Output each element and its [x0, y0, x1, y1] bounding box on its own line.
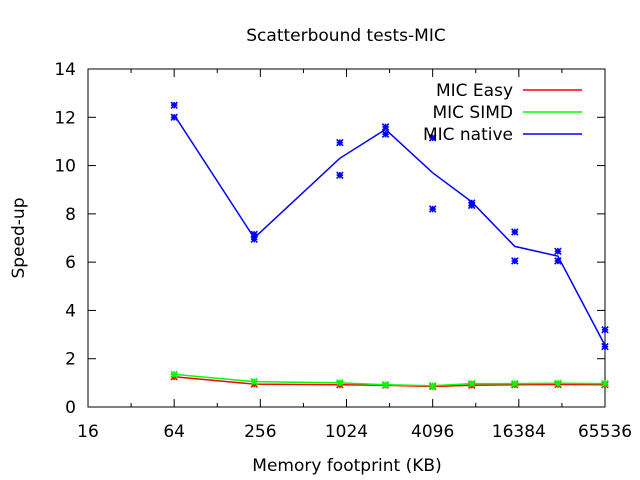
chart-title: Scatterbound tests-MIC [246, 26, 445, 46]
x-tick-label: 1024 [325, 422, 368, 442]
data-point-mic-native [170, 101, 178, 109]
x-tick-label: 256 [244, 422, 276, 442]
data-point-mic-simd [467, 379, 476, 388]
data-point-mic-simd [170, 370, 178, 379]
y-tick-label: 0 [65, 398, 76, 418]
x-tick-label: 65536 [578, 422, 632, 442]
series-line-mic-native [173, 114, 606, 346]
x-tick-label: 16 [77, 422, 99, 442]
data-point-mic-simd [428, 381, 437, 390]
data-point-mic-native [467, 201, 476, 210]
series-line-mic-simd [174, 373, 606, 387]
x-tick-label: 64 [163, 422, 185, 442]
legend-label: MIC SIMD [432, 103, 513, 123]
data-point-mic-simd [250, 377, 258, 386]
data-point-mic-native [336, 138, 344, 147]
y-tick-label: 12 [54, 108, 76, 128]
plot-frame [87, 68, 606, 408]
data-point-mic-native [250, 230, 258, 239]
y-axis-label: Speed-up [9, 198, 29, 279]
data-point-mic-native [336, 171, 344, 179]
data-point-mic-simd [511, 379, 519, 388]
data-point-mic-native [170, 113, 178, 122]
x-axis-label: Memory footprint (KB) [252, 456, 441, 476]
data-point-mic-simd [381, 381, 390, 389]
data-point-mic-native [601, 325, 609, 334]
data-point-mic-native [381, 130, 390, 138]
legend-label: MIC native [423, 125, 513, 145]
data-point-mic-native [511, 228, 519, 236]
y-tick-label: 8 [65, 205, 76, 225]
data-point-mic-simd [336, 379, 344, 387]
legend-label: MIC Easy [436, 81, 513, 101]
y-tick-label: 4 [65, 301, 76, 321]
data-point-mic-native [511, 257, 519, 265]
data-point-mic-simd [554, 379, 562, 388]
data-point-mic-native [601, 342, 609, 351]
data-point-mic-native [554, 257, 562, 265]
y-tick-label: 10 [54, 157, 76, 177]
data-point-mic-native [554, 247, 562, 256]
plot-area: 0 2 4 6 8 10 12 14 16 64 256 1024 4096 16384 65536 MIC … [54, 60, 632, 442]
y-tick-label: 14 [54, 60, 76, 80]
x-tick-label: 16384 [492, 422, 546, 442]
data-point-mic-native [428, 205, 437, 213]
data-point-mic-native [381, 123, 390, 131]
data-point-mic-native [250, 235, 258, 243]
data-point-mic-simd [601, 379, 609, 388]
x-tick-label: 4096 [411, 422, 454, 442]
data-point-mic-native [428, 134, 437, 142]
y-tick-label: 2 [65, 350, 76, 370]
y-tick-label: 6 [65, 253, 76, 273]
